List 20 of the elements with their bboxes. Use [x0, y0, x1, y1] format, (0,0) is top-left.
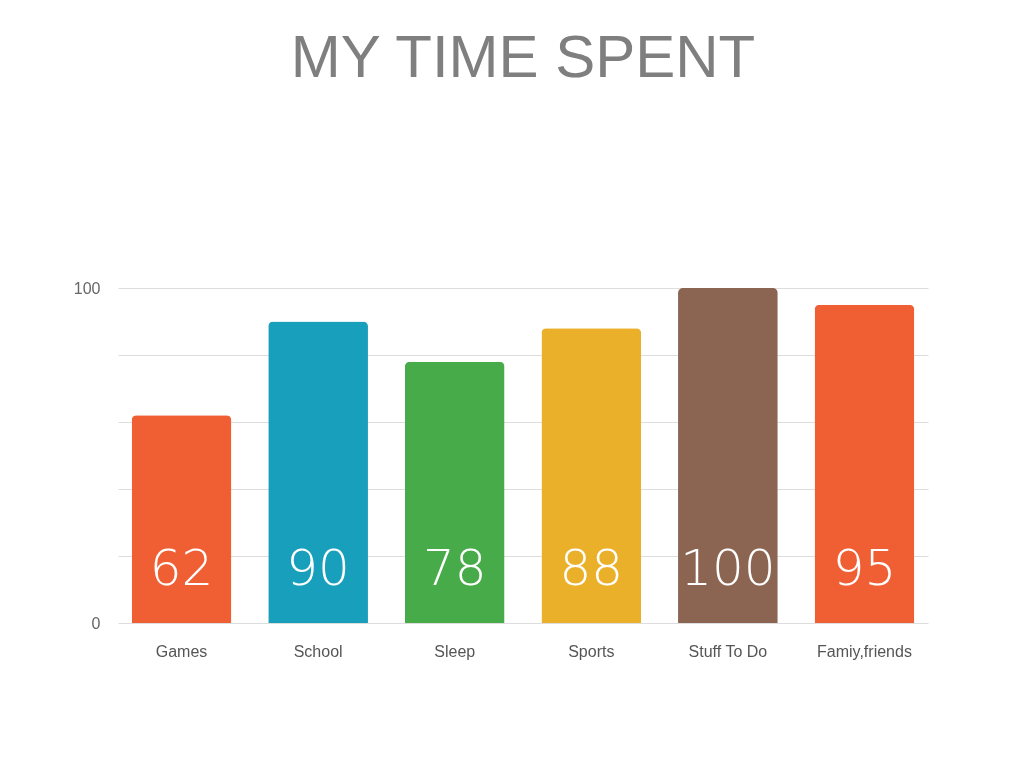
- data-label: 95: [832, 539, 897, 597]
- x-tick-label: School: [293, 642, 343, 660]
- data-label: 88: [559, 539, 624, 597]
- bar: [541, 328, 642, 623]
- bar: [814, 304, 915, 623]
- x-tick-label: Games: [155, 642, 208, 660]
- chart-title: MY TIME SPENT: [290, 23, 756, 90]
- data-label: 62: [149, 539, 214, 597]
- data-label: 78: [422, 539, 487, 597]
- bar: [678, 288, 778, 623]
- bar: [268, 321, 368, 623]
- bar: [131, 415, 232, 623]
- bar: [404, 361, 505, 623]
- y-tick-label: 0: [91, 614, 101, 632]
- data-label: 100: [680, 539, 776, 597]
- data-label: 90: [286, 539, 350, 597]
- x-tick-label: Sleep: [434, 642, 476, 660]
- x-tick-label: Famiy,friends: [817, 642, 912, 660]
- x-tick-label: Stuff To Do: [688, 642, 768, 660]
- x-tick-label: Sports: [568, 642, 615, 660]
